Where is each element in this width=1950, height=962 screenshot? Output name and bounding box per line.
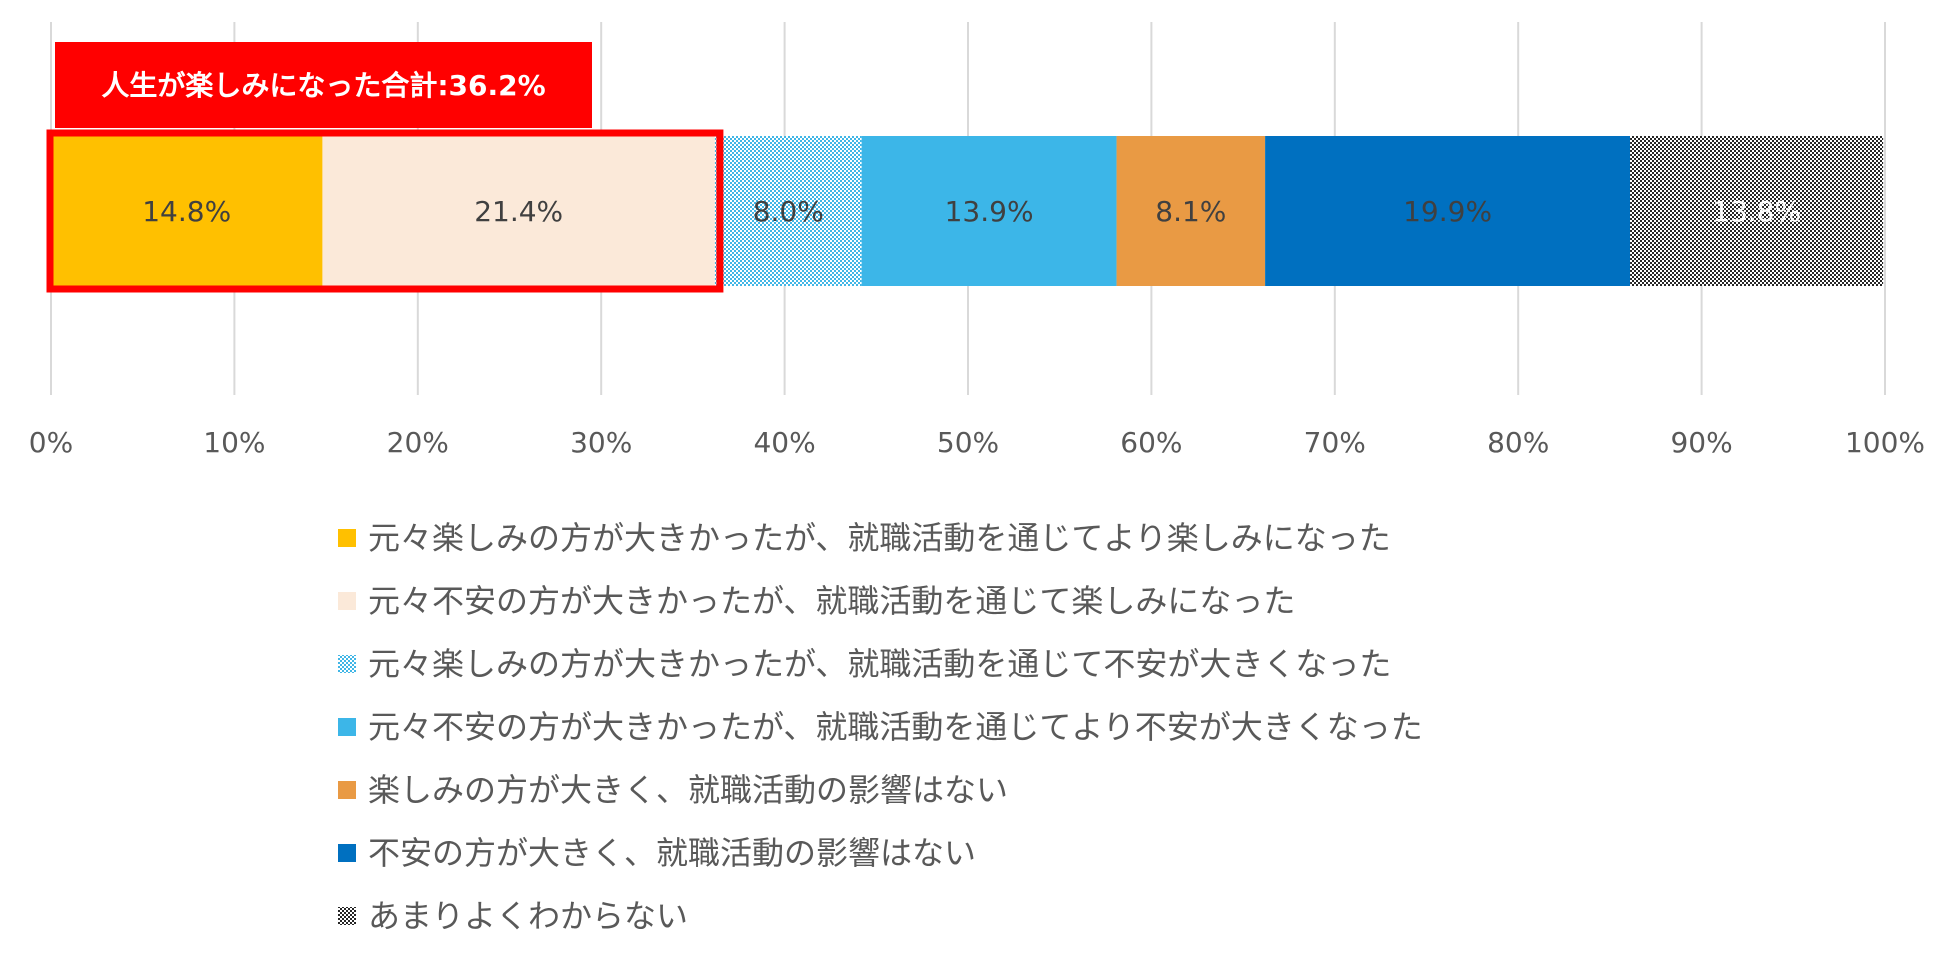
legend-label: 不安の方が大きく、就職活動の影響はない: [368, 834, 976, 872]
bar-segments: [51, 136, 1884, 286]
callout-box: [55, 42, 592, 128]
bar-segment: [861, 136, 1117, 286]
x-tick-label: 100%: [1845, 426, 1925, 459]
legend-label: 元々不安の方が大きかったが、就職活動を通じてより不安が大きくなった: [368, 708, 1423, 746]
x-tick-label: 70%: [1304, 426, 1366, 459]
x-tick-label: 80%: [1487, 426, 1549, 459]
x-tick-label: 20%: [387, 426, 449, 459]
legend-label: 楽しみの方が大きく、就職活動の影響はない: [368, 771, 1008, 809]
legend-swatch: [338, 844, 356, 862]
data-label: 19.9%: [1403, 195, 1492, 228]
x-tick-label: 60%: [1120, 426, 1182, 459]
x-tick-label: 0%: [29, 426, 73, 459]
data-label: 21.4%: [474, 195, 563, 228]
callout-frame: [46, 129, 724, 293]
legend-swatch: [338, 529, 356, 547]
bar-segment: [1116, 136, 1266, 286]
legend-label: 元々楽しみの方が大きかったが、就職活動を通じて不安が大きくなった: [368, 645, 1391, 683]
bar-segment: [51, 136, 323, 286]
bar-segment: [1630, 136, 1884, 286]
legend-swatch: [338, 718, 356, 736]
data-label: 8.0%: [753, 195, 824, 228]
legend-label: 元々不安の方が大きかったが、就職活動を通じて楽しみになった: [368, 582, 1295, 620]
legend-swatch: [338, 907, 356, 925]
x-tick-label: 10%: [203, 426, 265, 459]
legend-label: あまりよくわからない: [368, 897, 688, 935]
callout-text: 人生が楽しみになった合計:36.2%: [101, 69, 545, 102]
x-tick-label: 40%: [753, 426, 815, 459]
legend-swatch: [338, 781, 356, 799]
legend-swatch: [338, 592, 356, 610]
bar-segment: [714, 136, 862, 286]
x-tick-label: 90%: [1670, 426, 1732, 459]
legend-swatch: [338, 655, 356, 673]
bar-segment: [322, 136, 715, 286]
callout: 人生が楽しみになった合計:36.2%: [46, 42, 724, 293]
legend: 元々楽しみの方が大きかったが、就職活動を通じてより楽しみになった元々不安の方が大…: [338, 519, 1423, 935]
x-axis-ticks: 0% 10% 20% 30% 40% 50% 60% 70% 80% 90% 100%: [29, 426, 1925, 459]
x-tick-label: 30%: [570, 426, 632, 459]
bar-segment: [1265, 136, 1631, 286]
data-label: 13.9%: [945, 195, 1034, 228]
x-tick-label: 50%: [937, 426, 999, 459]
data-labels: 14.8% 21.4% 8.0% 13.9% 8.1% 19.9% 13.8%: [142, 195, 1801, 228]
data-label: 8.1%: [1155, 195, 1226, 228]
legend-label: 元々楽しみの方が大きかったが、就職活動を通じてより楽しみになった: [368, 519, 1391, 557]
data-label: 13.8%: [1712, 195, 1801, 228]
data-label: 14.8%: [142, 195, 231, 228]
